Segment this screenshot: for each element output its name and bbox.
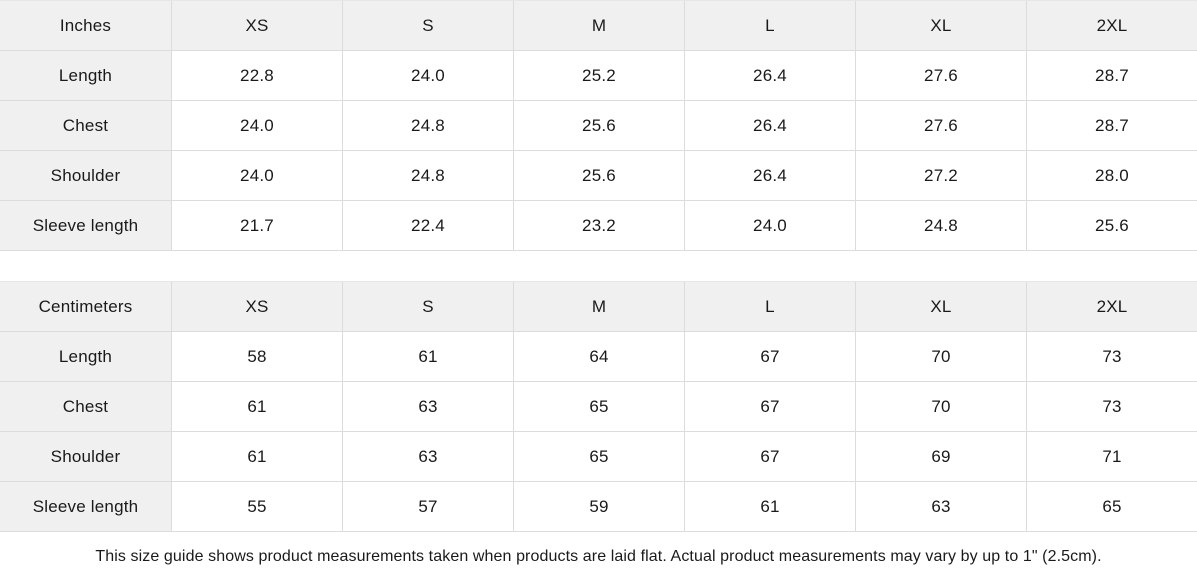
size-header-cell-l: L <box>684 282 855 331</box>
value-cell: 27.6 <box>855 101 1026 150</box>
value-cell: 27.2 <box>855 151 1026 200</box>
value-cell: 25.2 <box>513 51 684 100</box>
header-row-centimeters: Centimeters XS S M L XL 2XL <box>0 282 1197 332</box>
size-header-cell-2xl: 2XL <box>1026 1 1197 50</box>
value-cell: 22.4 <box>342 201 513 250</box>
row-label-cell: Length <box>0 51 171 100</box>
size-table-inches: Inches XS S M L XL 2XL Length 22.8 24.0 … <box>0 0 1197 251</box>
table-row-sleeve-length: Sleeve length 21.7 22.4 23.2 24.0 24.8 2… <box>0 201 1197 251</box>
value-cell: 65 <box>513 432 684 481</box>
value-cell: 25.6 <box>513 151 684 200</box>
value-cell: 22.8 <box>171 51 342 100</box>
value-cell: 67 <box>684 382 855 431</box>
value-cell: 24.0 <box>684 201 855 250</box>
size-header-cell-m: M <box>513 282 684 331</box>
value-cell: 61 <box>171 432 342 481</box>
value-cell: 24.0 <box>171 101 342 150</box>
table-row-chest: Chest 24.0 24.8 25.6 26.4 27.6 28.7 <box>0 101 1197 151</box>
value-cell: 55 <box>171 482 342 531</box>
value-cell: 65 <box>513 382 684 431</box>
value-cell: 65 <box>1026 482 1197 531</box>
table-row-sleeve-length: Sleeve length 55 57 59 61 63 65 <box>0 482 1197 532</box>
table-row-chest: Chest 61 63 65 67 70 73 <box>0 382 1197 432</box>
value-cell: 58 <box>171 332 342 381</box>
size-header-cell-l: L <box>684 1 855 50</box>
size-header-cell-xs: XS <box>171 1 342 50</box>
row-label-cell: Sleeve length <box>0 482 171 531</box>
row-label-cell: Sleeve length <box>0 201 171 250</box>
value-cell: 26.4 <box>684 101 855 150</box>
table-row-length: Length 22.8 24.0 25.2 26.4 27.6 28.7 <box>0 51 1197 101</box>
value-cell: 28.7 <box>1026 51 1197 100</box>
size-header-cell-xl: XL <box>855 282 1026 331</box>
value-cell: 57 <box>342 482 513 531</box>
row-label-cell: Shoulder <box>0 151 171 200</box>
value-cell: 28.7 <box>1026 101 1197 150</box>
size-table-centimeters: Centimeters XS S M L XL 2XL Length 58 61… <box>0 281 1197 532</box>
table-row-length: Length 58 61 64 67 70 73 <box>0 332 1197 382</box>
value-cell: 61 <box>684 482 855 531</box>
value-cell: 70 <box>855 332 1026 381</box>
value-cell: 61 <box>342 332 513 381</box>
table-row-shoulder: Shoulder 61 63 65 67 69 71 <box>0 432 1197 482</box>
table-row-shoulder: Shoulder 24.0 24.8 25.6 26.4 27.2 28.0 <box>0 151 1197 201</box>
value-cell: 64 <box>513 332 684 381</box>
value-cell: 25.6 <box>1026 201 1197 250</box>
value-cell: 63 <box>342 432 513 481</box>
row-label-cell: Chest <box>0 101 171 150</box>
value-cell: 28.0 <box>1026 151 1197 200</box>
value-cell: 27.6 <box>855 51 1026 100</box>
value-cell: 59 <box>513 482 684 531</box>
value-cell: 61 <box>171 382 342 431</box>
value-cell: 24.0 <box>342 51 513 100</box>
value-cell: 73 <box>1026 332 1197 381</box>
value-cell: 63 <box>342 382 513 431</box>
value-cell: 23.2 <box>513 201 684 250</box>
value-cell: 70 <box>855 382 1026 431</box>
value-cell: 67 <box>684 432 855 481</box>
value-cell: 24.8 <box>342 151 513 200</box>
value-cell: 73 <box>1026 382 1197 431</box>
unit-header-cell: Centimeters <box>0 282 171 331</box>
size-header-cell-m: M <box>513 1 684 50</box>
value-cell: 26.4 <box>684 51 855 100</box>
value-cell: 24.8 <box>855 201 1026 250</box>
value-cell: 21.7 <box>171 201 342 250</box>
row-label-cell: Chest <box>0 382 171 431</box>
header-row-inches: Inches XS S M L XL 2XL <box>0 1 1197 51</box>
value-cell: 71 <box>1026 432 1197 481</box>
value-cell: 63 <box>855 482 1026 531</box>
value-cell: 25.6 <box>513 101 684 150</box>
size-header-cell-xl: XL <box>855 1 1026 50</box>
value-cell: 67 <box>684 332 855 381</box>
row-label-cell: Shoulder <box>0 432 171 481</box>
size-header-cell-xs: XS <box>171 282 342 331</box>
value-cell: 26.4 <box>684 151 855 200</box>
size-header-cell-s: S <box>342 282 513 331</box>
value-cell: 24.0 <box>171 151 342 200</box>
value-cell: 69 <box>855 432 1026 481</box>
size-guide-footnote: This size guide shows product measuremen… <box>0 532 1197 582</box>
size-header-cell-s: S <box>342 1 513 50</box>
value-cell: 24.8 <box>342 101 513 150</box>
size-header-cell-2xl: 2XL <box>1026 282 1197 331</box>
unit-header-cell: Inches <box>0 1 171 50</box>
row-label-cell: Length <box>0 332 171 381</box>
table-spacer <box>0 251 1197 281</box>
